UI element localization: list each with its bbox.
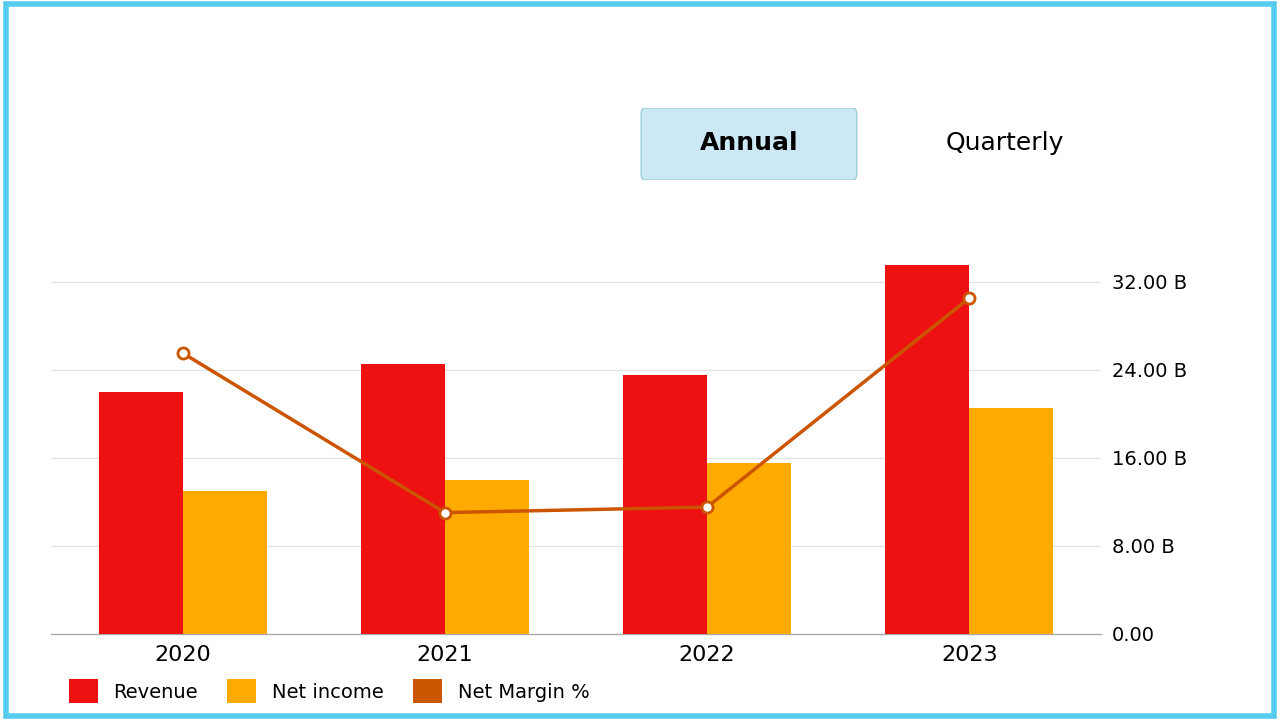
Text: Annual: Annual [700, 130, 799, 155]
Bar [707, 463, 791, 634]
Bar [183, 490, 266, 634]
Bar [99, 392, 183, 634]
Bar [623, 375, 707, 634]
Legend: Revenue, Net income, Net Margin %: Revenue, Net income, Net Margin % [61, 672, 596, 711]
Bar [969, 408, 1053, 634]
Bar [361, 364, 445, 634]
FancyBboxPatch shape [641, 108, 856, 180]
Bar [886, 265, 969, 634]
Bar [445, 480, 529, 634]
Text: Quarterly: Quarterly [946, 130, 1064, 155]
